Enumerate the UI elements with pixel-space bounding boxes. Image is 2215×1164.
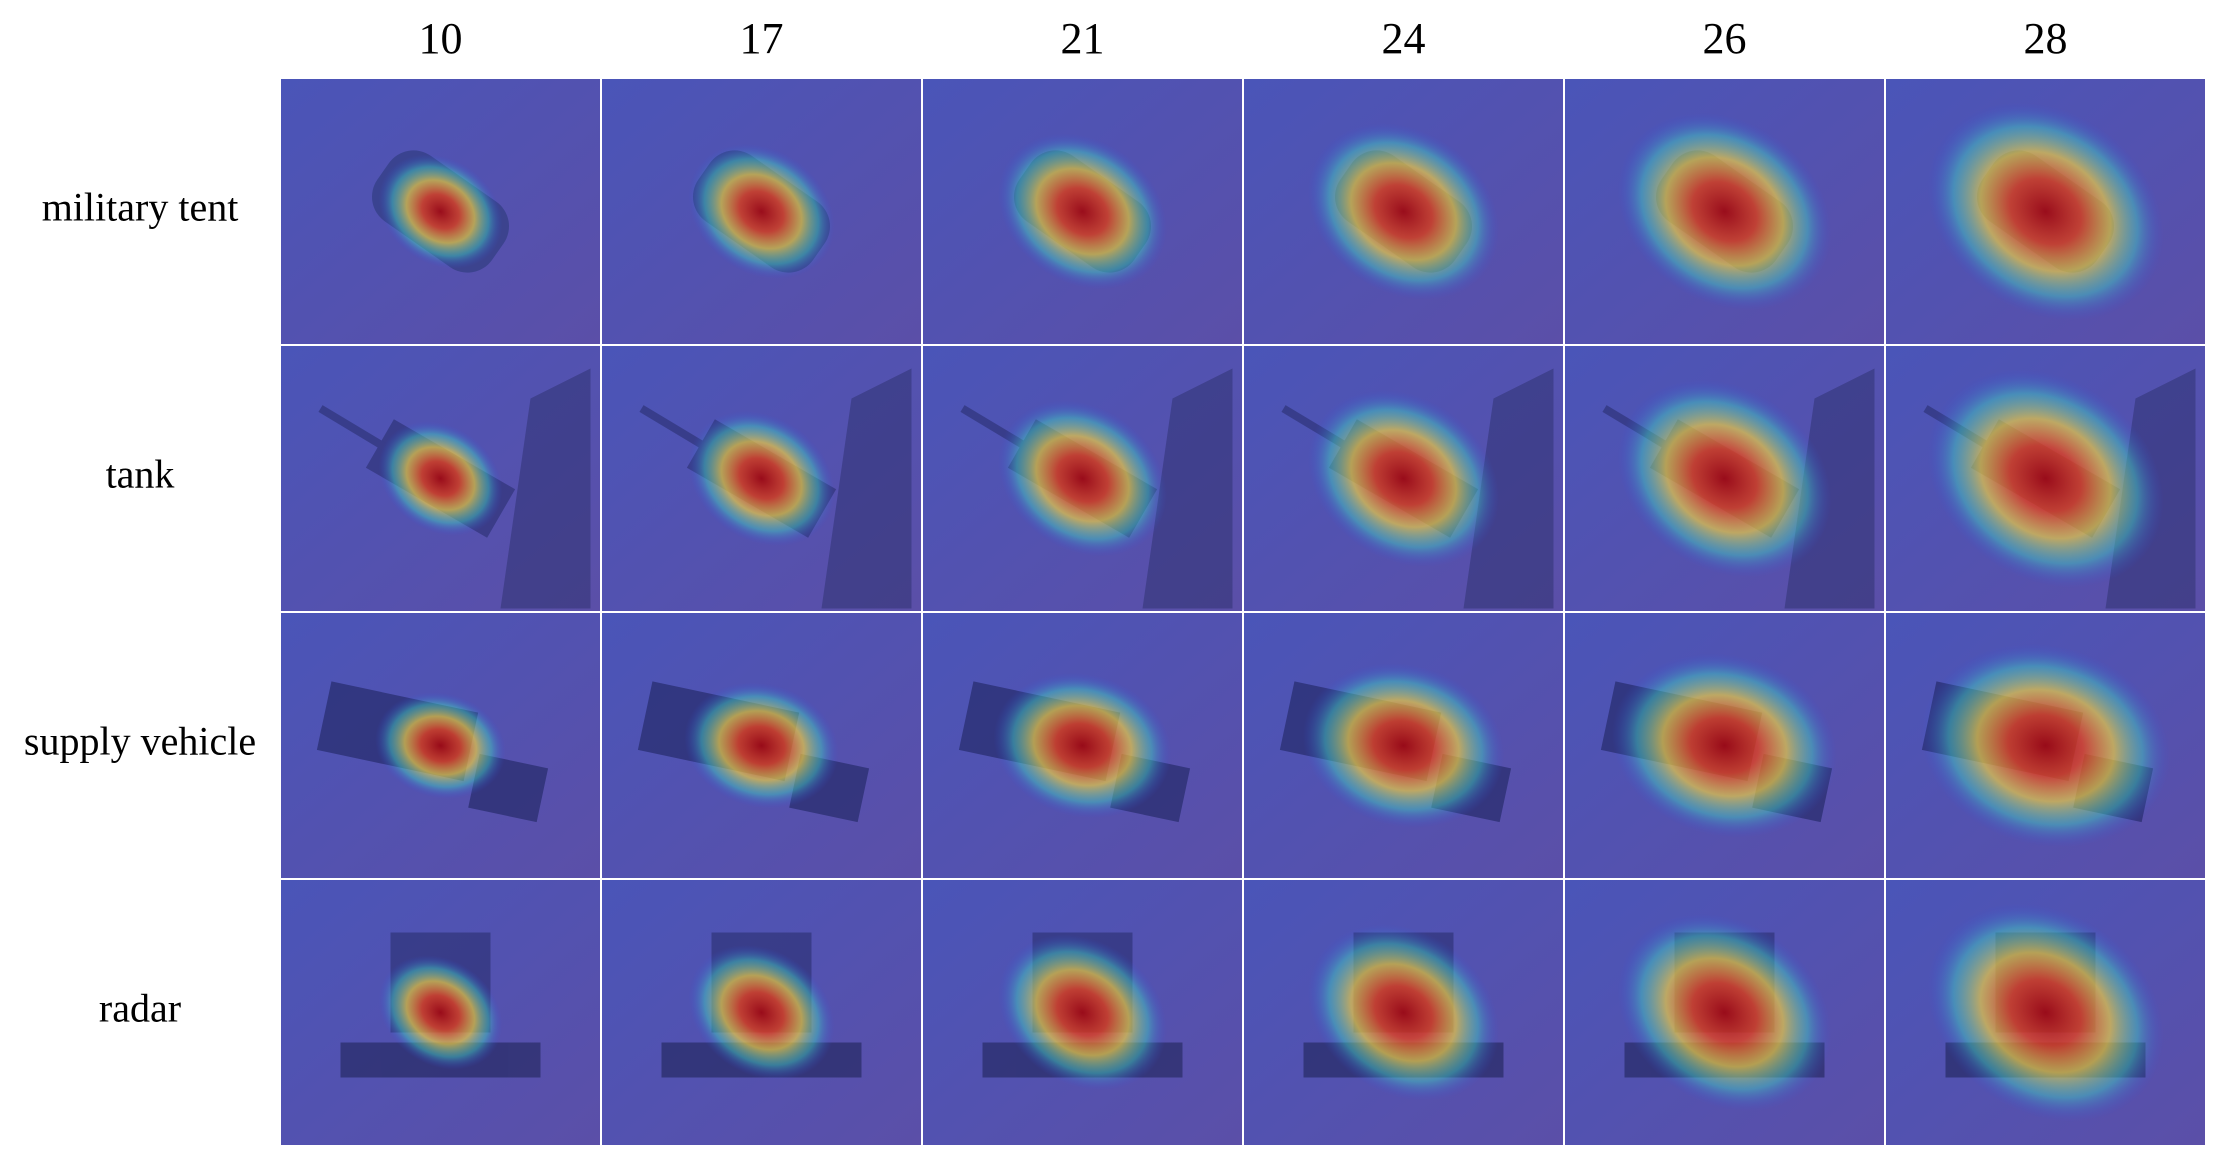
heatmap-cell: [281, 79, 600, 344]
shadow: [1463, 368, 1554, 609]
heat-blob: [684, 682, 839, 809]
heat-blob: [688, 944, 835, 1081]
heatmap-cell: [1244, 613, 1563, 878]
heat-blob: [378, 955, 503, 1070]
heatmap-cell: [602, 79, 921, 344]
heatmap-cell: [602, 346, 921, 611]
heat-blob: [998, 133, 1167, 290]
heat-blob: [1921, 643, 2170, 848]
heat-blob: [688, 143, 835, 280]
heat-blob: [998, 934, 1167, 1091]
heatmap-cell: [923, 79, 1242, 344]
heat-blob: [1307, 123, 1500, 300]
heat-blob: [1302, 663, 1505, 828]
heat-blob: [1927, 102, 2164, 321]
heat-blob: [1617, 379, 1832, 578]
heatmap-cell: [1565, 79, 1884, 344]
heat-blob: [1307, 390, 1500, 567]
column-header: 26: [1703, 14, 1747, 63]
heatmap-cell: [602, 613, 921, 878]
heat-blob: [1307, 924, 1500, 1101]
heat-blob: [1611, 653, 1838, 838]
column-header: 28: [2024, 14, 2068, 63]
heat-blob: [1617, 112, 1832, 311]
heatmap-cell: [1565, 613, 1884, 878]
column-header: 24: [1382, 14, 1426, 63]
heatmap-cell: [281, 346, 600, 611]
heatmap-cell: [281, 880, 600, 1145]
row-label: tank: [106, 452, 175, 497]
heat-blob: [998, 400, 1167, 557]
heatmap-cell: [1244, 880, 1563, 1145]
heat-blob: [378, 421, 503, 536]
column-header: 21: [1061, 14, 1105, 63]
heatmap-cell: [1565, 346, 1884, 611]
heatmap-cell: [1565, 880, 1884, 1145]
heat-blob: [688, 410, 835, 547]
column-header: 17: [740, 14, 784, 63]
heatmap-cell: [1244, 79, 1563, 344]
heat-blob: [378, 154, 503, 269]
heat-blob: [993, 672, 1172, 819]
heatmap-cell: [1886, 346, 2205, 611]
heat-blob: [1617, 913, 1832, 1112]
heatmap-cell: [1886, 880, 2205, 1145]
heatmap-cell: [923, 346, 1242, 611]
heat-blob: [1927, 903, 2164, 1122]
row-label: military tent: [42, 185, 239, 230]
heatmap-cell: [1886, 79, 2205, 344]
heat-blob: [1927, 369, 2164, 588]
row-label: supply vehicle: [24, 719, 256, 764]
heatmap-cell: [1244, 346, 1563, 611]
heatmap-cell: [923, 880, 1242, 1145]
heatmap-cell: [923, 613, 1242, 878]
heatmap-cell: [602, 880, 921, 1145]
heatmap-cell: [281, 613, 600, 878]
row-label: radar: [99, 986, 181, 1031]
heatmap-cell: [1886, 613, 2205, 878]
shadow: [1142, 368, 1233, 609]
heat-blob: [375, 692, 506, 799]
shadow: [500, 368, 591, 609]
shadow: [821, 368, 912, 609]
column-header: 10: [419, 14, 463, 63]
